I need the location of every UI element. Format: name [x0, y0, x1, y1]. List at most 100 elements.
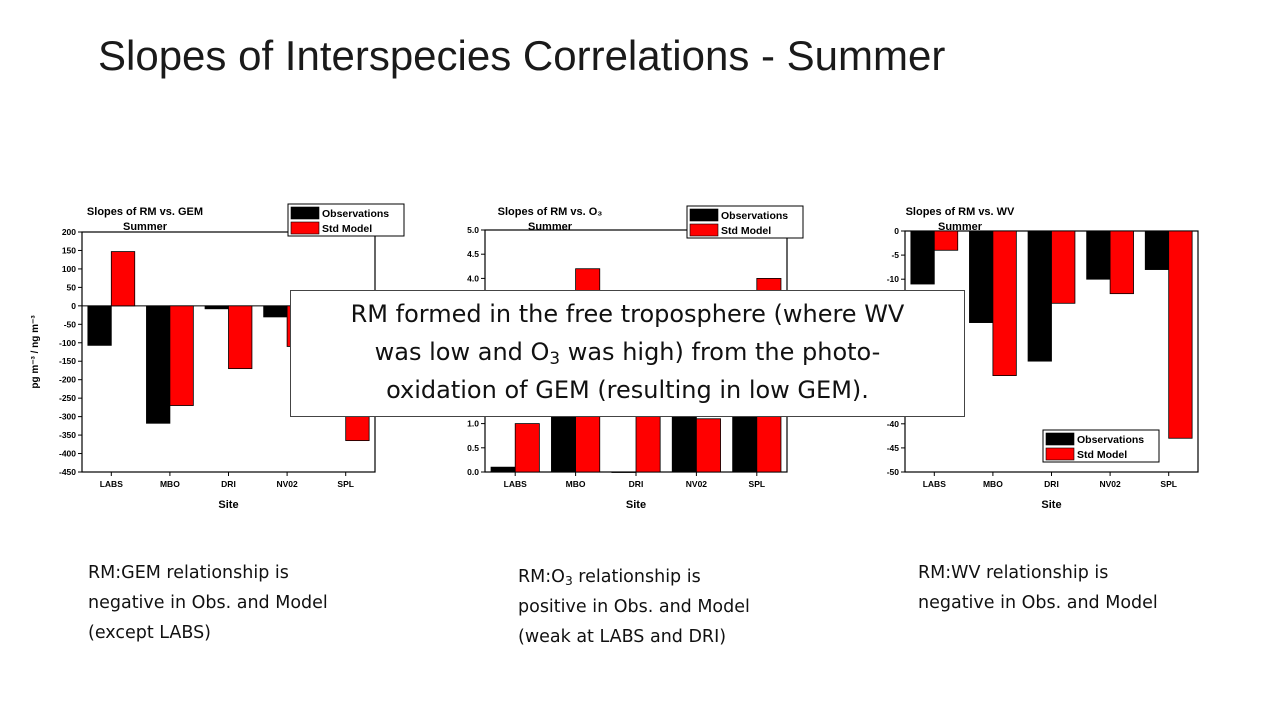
y-tick-label: 4.5	[467, 249, 479, 259]
bar-observations	[490, 466, 516, 473]
legend-observations-label: Observations	[322, 208, 389, 220]
caption-wv-line-1: RM:WV relationship is	[918, 563, 1109, 583]
y-tick-label: -45	[887, 443, 900, 453]
bar-observations	[1086, 230, 1111, 280]
y-tick-label: 0	[894, 226, 899, 236]
legend-model-swatch	[689, 223, 719, 237]
legend-model-label: Std Model	[721, 225, 771, 237]
y-tick-label: 4.0	[467, 273, 479, 283]
legend-model-swatch	[1045, 447, 1075, 461]
bar-model	[1051, 230, 1076, 304]
legend-observations-swatch	[1045, 432, 1075, 446]
y-tick-label: -40	[887, 419, 900, 429]
x-tick-label: LABS	[923, 479, 946, 489]
x-tick-label: LABS	[504, 479, 527, 489]
bar-model	[169, 305, 194, 406]
y-tick-label: -400	[59, 449, 76, 459]
callout-line-2: was low and O3 was high) from the photo-	[374, 338, 881, 369]
x-axis-label: Site	[1041, 499, 1061, 511]
chart-subtitle: Summer	[528, 221, 573, 233]
bar-observations	[1027, 230, 1052, 362]
x-tick-label: DRI	[221, 479, 236, 489]
y-tick-label: 200	[62, 227, 76, 237]
bar-observations	[969, 230, 994, 323]
bar-observations	[910, 230, 935, 285]
bar-model	[228, 305, 253, 370]
caption-o3: RM:O3 relationship is positive in Obs. a…	[518, 562, 750, 652]
y-tick-label: -100	[59, 338, 76, 348]
caption-wv-line-2: negative in Obs. and Model	[918, 593, 1158, 613]
chart-title: Slopes of RM vs. WV	[906, 206, 1015, 218]
legend-model-swatch	[290, 221, 320, 235]
caption-o3-line-1: RM:O3 relationship is	[518, 567, 701, 589]
callout-box: RM formed in the free troposphere (where…	[290, 290, 965, 417]
y-tick-label: 100	[62, 264, 76, 274]
bar-observations	[263, 305, 288, 318]
bar-model	[1109, 230, 1134, 295]
callout-line-1: RM formed in the free troposphere (where…	[350, 300, 905, 328]
x-tick-label: NV02	[686, 479, 708, 489]
y-tick-label: 0.0	[467, 467, 479, 477]
x-tick-label: MBO	[160, 479, 180, 489]
caption-gem-line-2: negative in Obs. and Model	[88, 593, 328, 613]
chart-title: Slopes of RM vs. O₃	[498, 206, 603, 218]
y-tick-label: -250	[59, 393, 76, 403]
legend-observations-label: Observations	[1077, 434, 1144, 446]
x-tick-label: MBO	[983, 479, 1003, 489]
chart-legend: Observations Std Model	[287, 203, 405, 237]
y-tick-label: -150	[59, 356, 76, 366]
x-axis-label: Site	[626, 499, 646, 511]
x-tick-label: SPL	[1160, 479, 1177, 489]
x-tick-label: MBO	[566, 479, 586, 489]
bar-observations	[146, 305, 171, 424]
y-tick-label: -50	[887, 467, 900, 477]
legend-model-label: Std Model	[322, 223, 372, 235]
chart-legend: Observations Std Model	[686, 205, 804, 239]
chart-title: Slopes of RM vs. GEM	[87, 206, 203, 218]
callout-line-3: oxidation of GEM (resulting in low GEM).	[386, 376, 869, 404]
bar-observations	[1144, 230, 1170, 270]
bar-observations	[611, 471, 637, 473]
y-tick-label: 5.0	[467, 225, 479, 235]
y-tick-label: 0.5	[467, 443, 479, 453]
y-tick-label: -300	[59, 412, 76, 422]
y-axis-label: pg m⁻³ / ng m⁻³	[30, 315, 41, 389]
chart-subtitle: Summer	[938, 221, 983, 233]
x-axis-label: Site	[218, 499, 238, 511]
bar-observations	[87, 305, 112, 346]
y-tick-label: -350	[59, 430, 76, 440]
chart-subtitle: Summer	[123, 221, 168, 233]
legend-observations-label: Observations	[721, 210, 788, 222]
legend-model-label: Std Model	[1077, 449, 1127, 461]
y-tick-label: 150	[62, 245, 76, 255]
y-tick-label: -10	[887, 274, 900, 284]
bar-model	[514, 423, 540, 473]
legend-observations-swatch	[290, 206, 320, 220]
caption-gem-line-3: (except LABS)	[88, 623, 212, 643]
y-tick-label: -450	[59, 467, 76, 477]
y-tick-label: 50	[67, 282, 77, 292]
caption-gem-line-1: RM:GEM relationship is	[88, 563, 289, 583]
y-tick-label: 0	[71, 301, 76, 311]
y-tick-label: -200	[59, 375, 76, 385]
caption-wv: RM:WV relationship is negative in Obs. a…	[918, 558, 1158, 618]
caption-o3-line-3: (weak at LABS and DRI)	[518, 627, 727, 647]
y-tick-label: -5	[891, 250, 899, 260]
bar-observations	[204, 305, 229, 310]
x-tick-label: LABS	[100, 479, 123, 489]
x-tick-label: NV02	[276, 479, 298, 489]
x-tick-label: DRI	[1044, 479, 1059, 489]
bar-model	[110, 251, 136, 307]
bar-model	[933, 230, 959, 251]
bar-model	[1168, 230, 1193, 439]
x-tick-label: SPL	[337, 479, 354, 489]
caption-o3-line-2: positive in Obs. and Model	[518, 597, 750, 617]
bar-model	[992, 230, 1017, 377]
x-tick-label: DRI	[629, 479, 644, 489]
chart-legend: Observations Std Model	[1042, 429, 1160, 463]
x-tick-label: SPL	[749, 479, 766, 489]
bar-model	[695, 418, 721, 473]
y-tick-label: 1.0	[467, 419, 479, 429]
caption-gem: RM:GEM relationship is negative in Obs. …	[88, 558, 328, 648]
slide-title: Slopes of Interspecies Correlations - Su…	[98, 32, 946, 79]
